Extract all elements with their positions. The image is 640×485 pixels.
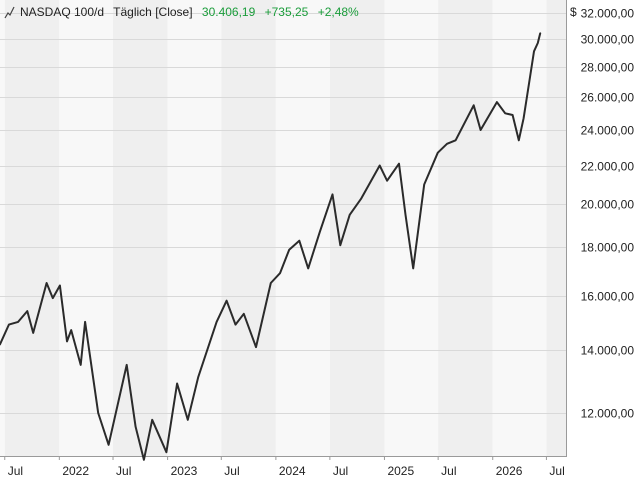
period-band	[113, 0, 168, 456]
y-tick-label: 18.000,00	[581, 241, 635, 255]
period-band	[329, 0, 385, 456]
chart-header: NASDAQ 100/d Täglich [Close] 30.406,19 +…	[4, 5, 577, 19]
y-tick-label: 20.000,00	[581, 198, 635, 212]
price-series-line	[0, 32, 542, 461]
y-axis: 12.000,00 14.000,00 16.000,00 18.000,00 20.0…	[581, 7, 635, 421]
x-tick-label: 2025	[387, 464, 414, 478]
change-absolute: +735,25	[265, 5, 309, 19]
gridlines	[0, 13, 566, 414]
x-tick-label: Jul	[116, 464, 131, 478]
y-tick-label: 26.000,00	[581, 91, 635, 105]
period-band	[492, 0, 547, 456]
interval-label: Täglich [Close]	[113, 5, 192, 19]
line-chart-icon	[4, 6, 15, 19]
y-tick-label: 14.000,00	[581, 344, 635, 358]
y-tick-label: 28.000,00	[581, 61, 635, 75]
x-tick-label: Jul	[333, 464, 348, 478]
x-tick-label: 2022	[62, 464, 89, 478]
period-band	[438, 0, 493, 456]
change-percent: +2,48%	[318, 5, 359, 19]
period-bands	[0, 0, 566, 456]
svg-text:NASDAQ 100/d Täglich [: NASDAQ 100/d Täglich [Close] 30.406,19 +…	[20, 5, 359, 19]
period-band	[0, 0, 5, 456]
period-band	[59, 0, 114, 456]
y-tick-label: 12.000,00	[581, 407, 635, 421]
instrument-name: NASDAQ 100/d	[20, 5, 104, 19]
last-value: 30.406,19	[202, 5, 256, 19]
period-band	[221, 0, 276, 456]
period-band	[167, 0, 222, 456]
x-tick-label: 2024	[279, 464, 306, 478]
period-band	[546, 0, 566, 456]
x-tick-label: Jul	[441, 464, 456, 478]
period-band	[384, 0, 439, 456]
period-band	[4, 0, 60, 456]
currency-label: $	[570, 5, 577, 19]
y-tick-label: 30.000,00	[581, 33, 635, 47]
x-axis: Jul 2022 Jul 2023 Jul 2024 Jul 2025 Jul 2026 Jul	[4, 456, 565, 478]
x-tick-label: 2026	[496, 464, 523, 478]
x-tick-label: Jul	[549, 464, 564, 478]
y-tick-label: 16.000,00	[581, 290, 635, 304]
x-tick-label: Jul	[8, 464, 23, 478]
x-tick-label: Jul	[224, 464, 239, 478]
y-tick-label: 22.000,00	[581, 160, 635, 174]
x-tick-label: 2023	[171, 464, 198, 478]
y-tick-label: 24.000,00	[581, 124, 635, 138]
series-layer	[0, 32, 542, 461]
y-tick-label: 32.000,00	[581, 7, 635, 21]
